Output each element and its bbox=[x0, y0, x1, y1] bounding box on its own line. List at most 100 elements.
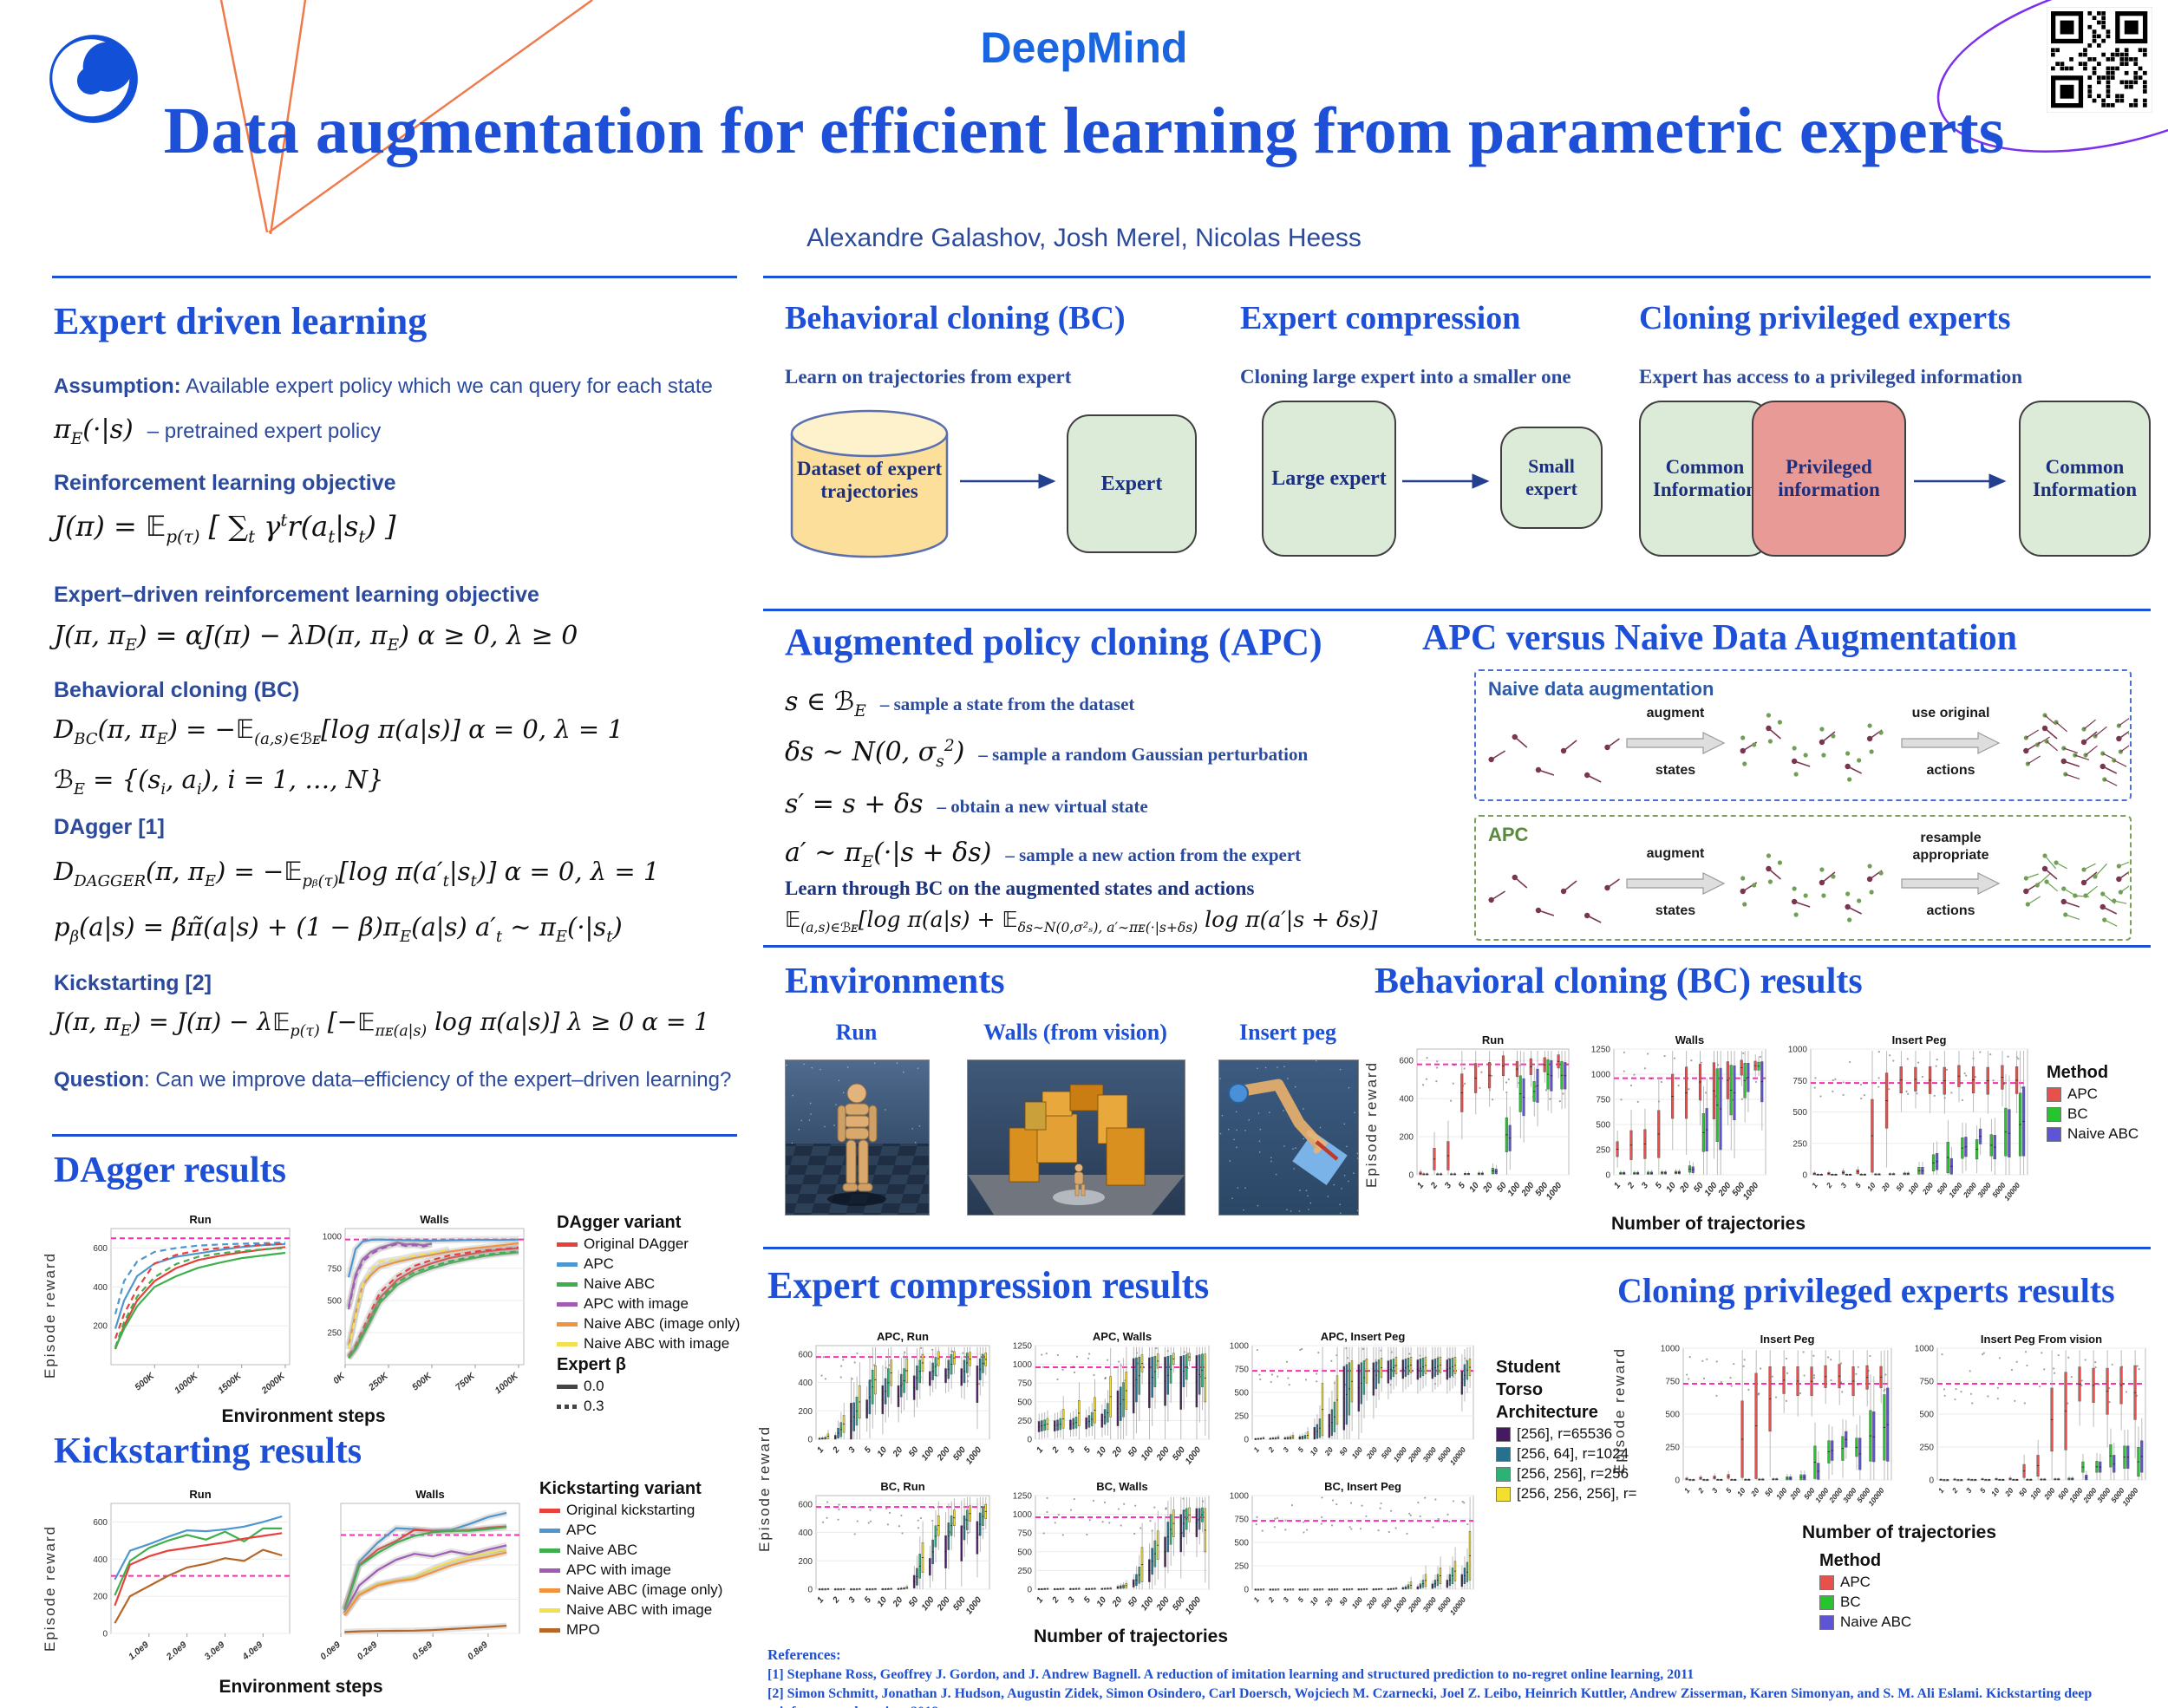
legend-label: Naive ABC bbox=[2067, 1125, 2139, 1142]
legend-item: [256, 256, 256], r= bbox=[1496, 1485, 1648, 1503]
svg-text:1: 1 bbox=[1682, 1486, 1692, 1495]
svg-text:3: 3 bbox=[1443, 1181, 1453, 1191]
svg-text:3000: 3000 bbox=[2095, 1486, 2112, 1504]
legend-title: Torso bbox=[1496, 1380, 1544, 1399]
legend-label: Naive ABC with image bbox=[566, 1601, 713, 1618]
svg-text:400: 400 bbox=[798, 1379, 813, 1388]
svg-text:200: 200 bbox=[93, 1322, 108, 1332]
dagger-ylabel: Episode reward bbox=[42, 1251, 58, 1379]
legend-label: [256, 64], r=1024 bbox=[1517, 1445, 1629, 1462]
legend-item: 0.0 bbox=[557, 1378, 743, 1395]
svg-text:600: 600 bbox=[93, 1244, 108, 1254]
svg-text:20: 20 bbox=[1110, 1595, 1124, 1610]
svg-text:200: 200 bbox=[1399, 1133, 1414, 1143]
svg-text:Run: Run bbox=[189, 1213, 211, 1226]
legend-label: Naive ABC bbox=[566, 1542, 638, 1558]
svg-text:750: 750 bbox=[1017, 1379, 1032, 1389]
dagger_walls-svg: 250 500 750 1000 Walls 0K 250K 500K 750K 1000K bbox=[323, 1213, 525, 1396]
svg-text:1000: 1000 bbox=[1392, 1445, 1409, 1464]
naive-augmented-cluster bbox=[1740, 713, 1884, 782]
svg-text:250: 250 bbox=[1919, 1444, 1934, 1453]
legend-item: APC with image bbox=[557, 1295, 743, 1313]
legend-item: Naive ABC bbox=[557, 1275, 743, 1293]
legend-label: Naive ABC (image only) bbox=[584, 1315, 741, 1332]
svg-text:3000: 3000 bbox=[1421, 1595, 1439, 1613]
svg-text:APC, Walls: APC, Walls bbox=[1093, 1330, 1152, 1343]
svg-text:4.0e9: 4.0e9 bbox=[240, 1640, 265, 1663]
legend-item: Naive ABC (image only) bbox=[557, 1315, 743, 1333]
legend-title: Expert β bbox=[557, 1355, 627, 1374]
legend-swatch-icon bbox=[539, 1548, 560, 1553]
legend-swatch-icon bbox=[539, 1528, 560, 1533]
apc-actions-cluster bbox=[2023, 853, 2129, 927]
svg-text:250: 250 bbox=[1234, 1562, 1249, 1572]
svg-text:100: 100 bbox=[920, 1595, 937, 1613]
deepmind-logo bbox=[49, 35, 138, 123]
block-arrow-icon bbox=[1626, 872, 1726, 895]
legend-swatch-icon bbox=[1819, 1614, 1834, 1630]
legend-item: BC bbox=[1819, 1594, 1958, 1611]
block-arrow-icon bbox=[1626, 732, 1726, 754]
svg-text:20: 20 bbox=[891, 1445, 904, 1460]
assumption-line: Assumption: Available expert policy whic… bbox=[54, 375, 713, 399]
naive-panel-label: Naive data augmentation bbox=[1488, 678, 1714, 700]
apc-augmented-cluster bbox=[1740, 853, 1884, 922]
svg-text:50: 50 bbox=[907, 1445, 921, 1459]
section-title-kickstarting-results: Kickstarting results bbox=[54, 1431, 362, 1471]
svg-text:3: 3 bbox=[847, 1445, 858, 1456]
legend-label: MPO bbox=[566, 1621, 600, 1638]
legend-item: 0.3 bbox=[557, 1398, 743, 1415]
dagger-legend: DAgger variant Original DAgger APC Naive AB… bbox=[557, 1212, 743, 1418]
svg-text:3: 3 bbox=[1710, 1486, 1720, 1495]
svg-text:10: 10 bbox=[1989, 1486, 2001, 1498]
svg-text:20: 20 bbox=[1748, 1486, 1760, 1499]
svg-text:2: 2 bbox=[1695, 1486, 1706, 1496]
equation-bc: DBC(π, πE) = −𝔼(a,s)∈ℬᴇ[log π(a|s)] α = … bbox=[54, 714, 624, 748]
legend-label: Naive ABC (image only) bbox=[566, 1581, 723, 1598]
svg-text:50: 50 bbox=[1337, 1445, 1349, 1457]
svg-text:5: 5 bbox=[1853, 1181, 1863, 1190]
legend-title: Kickstarting variant bbox=[539, 1479, 702, 1498]
naive-useoriginal-arrow: use original actions bbox=[1888, 706, 2014, 799]
legend-item: [256, 256], r=256 bbox=[1496, 1465, 1648, 1483]
svg-text:2: 2 bbox=[1266, 1445, 1277, 1455]
apc-equation: 𝔼(a,s)∈ℬᴇ[log π(a|s) + 𝔼δs∼N(0,σ²ₛ), a′∼… bbox=[785, 907, 1378, 935]
assumption-label: Assumption: bbox=[54, 375, 181, 398]
concept-bc-sub: Learn on trajectories from expert bbox=[785, 366, 1072, 388]
apc-appropriate-label: appropriate bbox=[1912, 848, 1989, 863]
legend-swatch-icon bbox=[539, 1607, 560, 1613]
bc-results-run-chart: 0 200 400 600 Run 1 2 3 5 10 20 50 100 200 500 1000 bbox=[1386, 1032, 1572, 1209]
svg-text:APC, Insert Peg: APC, Insert Peg bbox=[1321, 1330, 1406, 1343]
svg-text:1000K: 1000K bbox=[493, 1370, 522, 1396]
dagger-walls-chart: 250 500 750 1000 Walls 0K 250K 500K 750K 1000K bbox=[312, 1209, 529, 1405]
naive-use-original-label: use original bbox=[1911, 706, 1990, 720]
legend-swatch-icon bbox=[1496, 1426, 1511, 1442]
ec-xlabel: Number of trajectories bbox=[1033, 1627, 1229, 1646]
ec-bc-insert-peg-chart: 0 250 500 750 1000 BC, Insert Peg 1 2 3 5 10 20 50 10… bbox=[1221, 1478, 1477, 1624]
svg-text:750: 750 bbox=[1017, 1529, 1032, 1539]
legend-item: Naive ABC bbox=[2047, 1125, 2159, 1143]
svg-text:500: 500 bbox=[1234, 1539, 1249, 1548]
edrl-objective-label: Expert–driven reinforcement learning obj… bbox=[54, 583, 539, 607]
svg-text:1000: 1000 bbox=[1741, 1181, 1761, 1203]
question-text: : Can we improve data–efficiency of the … bbox=[144, 1068, 732, 1092]
naive-actions-label: actions bbox=[1926, 763, 1975, 778]
svg-text:200: 200 bbox=[1154, 1595, 1172, 1613]
svg-text:3000: 3000 bbox=[1841, 1486, 1858, 1504]
equation-rl-objective: J(π) = 𝔼p(τ) [ ∑t γtr(at|st) ] bbox=[54, 510, 396, 547]
naive-states-label: states bbox=[1655, 763, 1696, 778]
svg-text:Insert Peg: Insert Peg bbox=[1760, 1333, 1815, 1346]
divider bbox=[763, 276, 2151, 278]
svg-text:5: 5 bbox=[1978, 1486, 1988, 1495]
svg-text:1: 1 bbox=[1035, 1595, 1045, 1606]
svg-text:1000: 1000 bbox=[964, 1445, 984, 1467]
bc-results-insert-peg-chart: 0 250 500 750 1000 Insert Peg 1 2 3 5 10 20 50 100 200… bbox=[1779, 1032, 2031, 1209]
concept-privileged-sub: Expert has access to a privileged inform… bbox=[1639, 366, 2023, 388]
reference-1: [1] Stephane Ross, Geoffrey J. Gordon, a… bbox=[767, 1666, 1695, 1682]
cpe-insert-peg-chart: 0 250 500 750 1000 Insert Peg 1 2 3 5 10 20 50 100 200… bbox=[1652, 1331, 1895, 1515]
naive-states-cluster bbox=[1488, 733, 1620, 783]
svg-text:50: 50 bbox=[2017, 1486, 2029, 1498]
svg-text:200: 200 bbox=[935, 1595, 952, 1613]
section-title-expert-driven-learning: Expert driven learning bbox=[54, 300, 428, 342]
